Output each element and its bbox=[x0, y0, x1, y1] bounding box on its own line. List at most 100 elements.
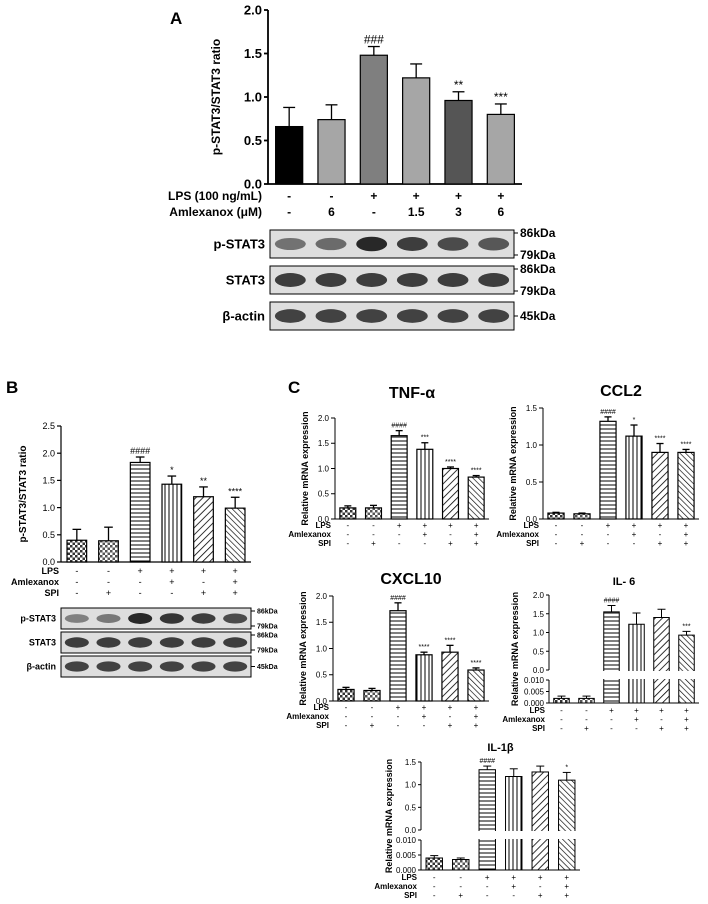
bar bbox=[161, 483, 183, 563]
y-tick-label: 1.0 bbox=[533, 629, 545, 638]
treatment-label: SPI bbox=[526, 539, 539, 548]
treatment-mark: + bbox=[448, 539, 453, 548]
blot-band bbox=[356, 236, 388, 252]
treatment-mark: + bbox=[422, 712, 427, 721]
chart-title: CCL2 bbox=[600, 383, 642, 400]
treatment-mark: + bbox=[370, 721, 375, 730]
blots-B: p-STAT3 86kDa 79kDa STAT3 86kDa 79kDa β-actin 4… bbox=[20, 607, 278, 678]
y-axis-label: Relative mRNA expression bbox=[384, 759, 394, 873]
treatment-mark: + bbox=[511, 873, 516, 882]
y-tick-label: 0.5 bbox=[244, 133, 262, 148]
treatment-mark: - bbox=[560, 724, 563, 733]
y-tick-label: 0.0 bbox=[526, 515, 538, 524]
treatment-mark: 6 bbox=[328, 205, 335, 219]
bar bbox=[573, 513, 591, 520]
treatment-mark: + bbox=[201, 588, 206, 598]
significance-label: * bbox=[170, 465, 174, 475]
bar bbox=[425, 857, 443, 871]
treatment-mark: - bbox=[610, 715, 613, 724]
bar bbox=[224, 507, 246, 563]
treatment-mark: - bbox=[371, 703, 374, 712]
treatment-mark: + bbox=[474, 530, 479, 539]
axis-break bbox=[504, 831, 523, 839]
bar bbox=[129, 461, 151, 563]
treatment-mark: + bbox=[422, 530, 427, 539]
chart-title: TNF-α bbox=[389, 385, 435, 402]
treatment-label: LPS bbox=[41, 566, 59, 576]
treatment-mark: + bbox=[169, 577, 174, 587]
y-tick-label: 2.0 bbox=[42, 448, 55, 458]
treatment-mark: - bbox=[287, 189, 291, 203]
panel-letter-b: B bbox=[6, 378, 18, 397]
y-tick-label: 1.0 bbox=[244, 90, 262, 105]
bar bbox=[402, 77, 431, 185]
treatment-mark: - bbox=[512, 891, 515, 900]
treatment-label: LPS bbox=[315, 521, 331, 530]
y-tick-label: 1.5 bbox=[244, 46, 262, 61]
y-tick-label: 2.0 bbox=[318, 414, 330, 423]
blot-strip bbox=[269, 229, 515, 259]
treatment-mark: 1.5 bbox=[408, 205, 425, 219]
treatment-mark: + bbox=[371, 539, 376, 548]
bar bbox=[364, 507, 383, 520]
treatment-mark: + bbox=[396, 703, 401, 712]
blot-band bbox=[128, 637, 153, 648]
treatment-mark: + bbox=[584, 724, 589, 733]
blot-label: STAT3 bbox=[226, 273, 265, 288]
treatment-mark: - bbox=[346, 530, 349, 539]
treatment-mark: - bbox=[345, 712, 348, 721]
significance-label: #### bbox=[600, 409, 616, 416]
blot-label: β-actin bbox=[222, 309, 265, 324]
treatment-mark: - bbox=[635, 724, 638, 733]
panel-letter-c: C bbox=[288, 378, 300, 397]
treatment-mark: + bbox=[564, 873, 569, 882]
treatment-mark: - bbox=[555, 521, 558, 530]
kda-marker: 86kDa bbox=[520, 226, 556, 240]
treatment-label: SPI bbox=[316, 721, 329, 730]
treatment-label: Amlexanox bbox=[288, 530, 331, 539]
y-tick-label: 0.5 bbox=[405, 803, 417, 812]
treatment-label: SPI bbox=[532, 724, 545, 733]
treatment-mark: - bbox=[423, 539, 426, 548]
treatment-mark: + bbox=[684, 539, 689, 548]
treatment-mark: - bbox=[633, 539, 636, 548]
treatment-mark: - bbox=[659, 530, 662, 539]
treatment-mark: - bbox=[75, 577, 78, 587]
chart-B: 0.0 0.5 1.0 1.5 2.0 2.5 p-STAT3/STAT3 ratio ###… bbox=[11, 421, 251, 598]
axis-break bbox=[677, 671, 696, 679]
treatment-mark: + bbox=[474, 521, 479, 530]
y-tick-label: 1.5 bbox=[316, 618, 328, 627]
chart-C3: 0.0 0.5 1.0 1.5 2.0 CXCL10 Relative mRNA expre… bbox=[286, 571, 489, 730]
treatment-mark: + bbox=[497, 189, 504, 203]
blot-band bbox=[396, 237, 428, 251]
treatment-mark: - bbox=[371, 712, 374, 721]
blot-band bbox=[315, 273, 347, 287]
treatment-mark: - bbox=[486, 882, 489, 891]
treatment-mark: - bbox=[607, 539, 610, 548]
significance-label: ### bbox=[364, 33, 384, 47]
y-axis-label: Relative mRNA expression bbox=[298, 591, 308, 705]
y-tick-label: 0.5 bbox=[533, 647, 545, 656]
treatment-mark: + bbox=[609, 706, 614, 715]
bar bbox=[531, 771, 549, 871]
bar bbox=[678, 634, 695, 704]
blot-band bbox=[223, 661, 248, 672]
blot-label: STAT3 bbox=[29, 638, 56, 648]
significance-label: #### bbox=[479, 758, 495, 765]
treatment-mark: - bbox=[345, 721, 348, 730]
kda-marker: 86kDa bbox=[257, 632, 278, 639]
treatment-mark: - bbox=[139, 577, 142, 587]
treatment-mark: 6 bbox=[497, 205, 504, 219]
treatment-mark: - bbox=[397, 721, 400, 730]
significance-label: **** bbox=[419, 644, 430, 651]
blot-band bbox=[191, 637, 216, 648]
blot-band bbox=[437, 273, 469, 287]
blot-band bbox=[159, 613, 184, 624]
y-tick-label: 2.0 bbox=[316, 592, 328, 601]
treatment-label: SPI bbox=[44, 588, 59, 598]
treatment-mark: - bbox=[346, 539, 349, 548]
blot-band bbox=[159, 661, 184, 672]
blot-band bbox=[274, 237, 306, 251]
significance-label: #### bbox=[130, 446, 150, 456]
